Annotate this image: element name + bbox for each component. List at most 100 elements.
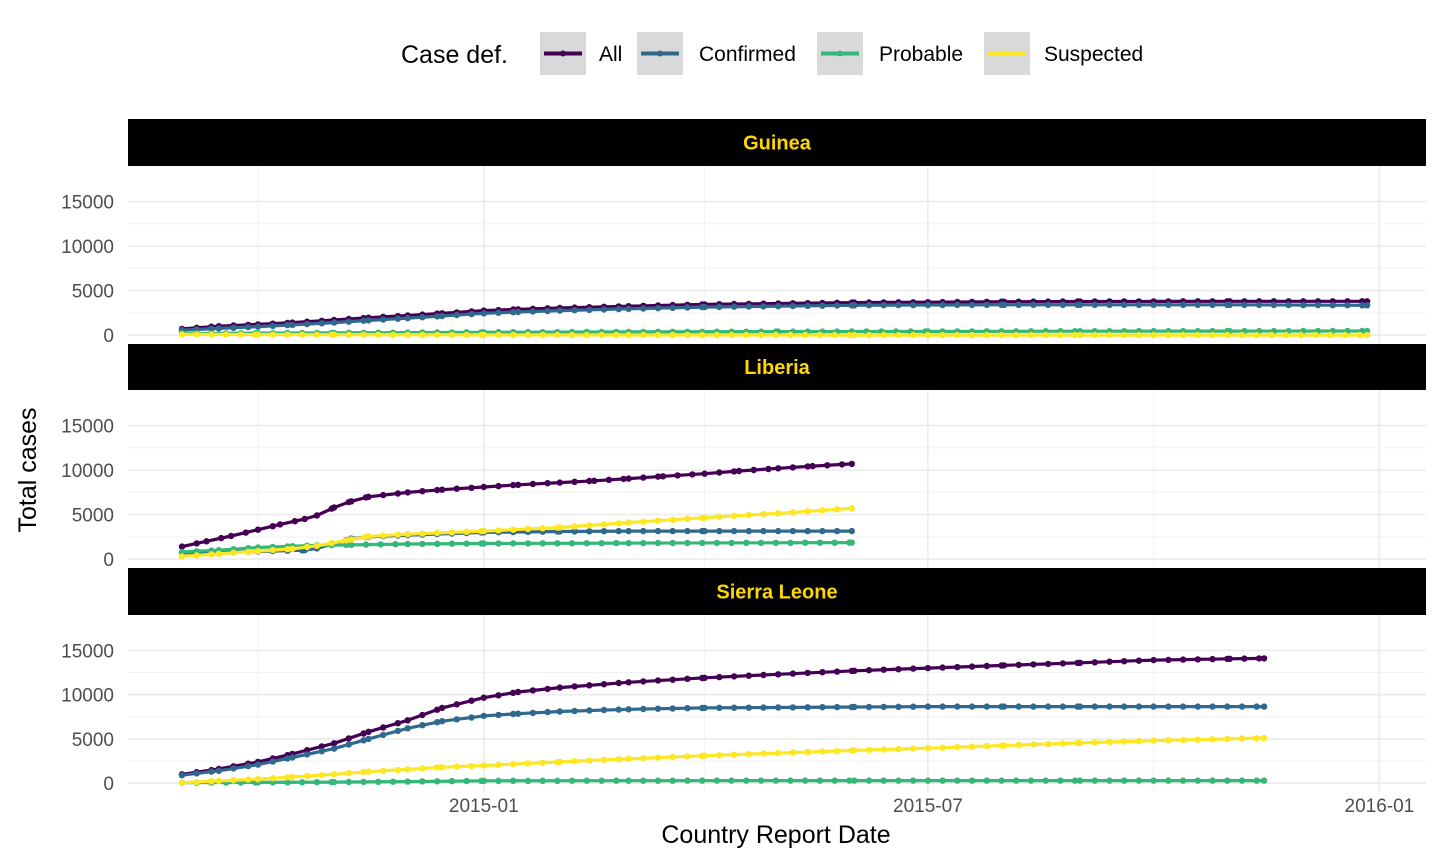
data-point <box>804 748 811 756</box>
data-point <box>419 488 426 495</box>
data-point <box>600 756 608 764</box>
data-point <box>775 303 782 310</box>
data-point <box>1253 331 1260 339</box>
data-point <box>983 703 990 710</box>
data-point <box>1121 738 1128 745</box>
legend-key-point-confirmed <box>657 50 663 57</box>
data-point <box>330 778 338 786</box>
data-point <box>539 331 546 339</box>
data-point <box>365 768 372 775</box>
data-point <box>348 498 355 505</box>
data-point <box>625 539 632 547</box>
data-point <box>816 539 824 546</box>
data-point <box>554 777 561 784</box>
data-point <box>1013 777 1020 784</box>
data-point <box>254 323 262 330</box>
data-point <box>1209 703 1216 710</box>
data-point <box>208 331 215 338</box>
data-point <box>1209 777 1216 784</box>
data-point <box>453 485 460 492</box>
data-point <box>1121 658 1128 665</box>
data-point <box>846 331 853 339</box>
data-point <box>556 758 563 766</box>
data-point <box>789 704 797 711</box>
data-point <box>838 461 846 468</box>
data-point <box>1253 703 1260 710</box>
data-point <box>833 747 841 755</box>
data-point <box>1165 656 1172 664</box>
data-point <box>613 331 620 339</box>
data-point <box>1209 736 1216 743</box>
data-point <box>568 777 576 784</box>
data-point <box>392 541 399 548</box>
data-point <box>313 331 321 338</box>
data-point <box>404 766 411 773</box>
data-point <box>254 547 262 555</box>
data-point <box>245 762 252 770</box>
data-point <box>640 331 647 339</box>
data-point <box>640 518 647 525</box>
data-point <box>463 331 470 339</box>
data-point <box>1194 301 1202 308</box>
legend-label-suspected: Suspected <box>1044 43 1143 66</box>
data-point <box>865 302 873 309</box>
data-point <box>669 516 676 523</box>
legend-key-point-probable <box>837 50 843 57</box>
data-point <box>910 665 917 672</box>
data-point <box>699 539 706 547</box>
data-point <box>730 512 738 520</box>
data-point <box>640 777 647 784</box>
data-point <box>1135 777 1143 784</box>
data-point <box>365 735 372 743</box>
data-point <box>571 758 578 765</box>
y-tick-label: 0 <box>103 326 114 347</box>
data-point <box>775 510 782 517</box>
data-point <box>328 539 335 547</box>
data-point <box>804 302 811 309</box>
data-point <box>289 545 296 553</box>
data-point <box>1000 662 1008 669</box>
data-point <box>760 671 767 679</box>
data-point <box>745 750 752 758</box>
data-point <box>713 331 721 339</box>
strip-guinea <box>128 119 1426 166</box>
data-point <box>556 708 563 715</box>
data-point <box>453 716 460 723</box>
data-point <box>591 477 598 484</box>
data-point <box>365 533 372 540</box>
data-point <box>510 526 517 533</box>
data-point <box>419 778 426 785</box>
data-point <box>284 774 291 781</box>
data-point <box>654 677 662 684</box>
legend-label-probable: Probable <box>879 43 963 66</box>
data-point <box>684 527 691 535</box>
data-point <box>848 539 855 546</box>
data-point <box>816 777 824 784</box>
data-point <box>1312 331 1319 339</box>
data-point <box>480 540 487 547</box>
data-point <box>330 504 338 511</box>
data-point <box>178 772 186 779</box>
data-point <box>419 711 426 719</box>
data-point <box>468 697 475 704</box>
data-point <box>215 777 222 785</box>
data-point <box>463 777 470 785</box>
data-point <box>1238 777 1246 784</box>
data-point <box>554 540 561 547</box>
data-point <box>640 305 647 312</box>
data-point <box>1194 331 1202 339</box>
data-point <box>1253 735 1260 742</box>
data-point <box>434 540 441 547</box>
data-point <box>1121 301 1128 308</box>
series-liberia-all <box>178 460 855 550</box>
data-point <box>514 481 522 488</box>
data-point <box>345 778 352 786</box>
data-point <box>1106 703 1113 710</box>
data-point <box>1076 739 1084 747</box>
data-point <box>568 540 576 547</box>
data-point <box>1260 777 1268 784</box>
data-point <box>1165 301 1172 308</box>
data-point <box>1150 737 1157 744</box>
data-point <box>1297 331 1305 339</box>
